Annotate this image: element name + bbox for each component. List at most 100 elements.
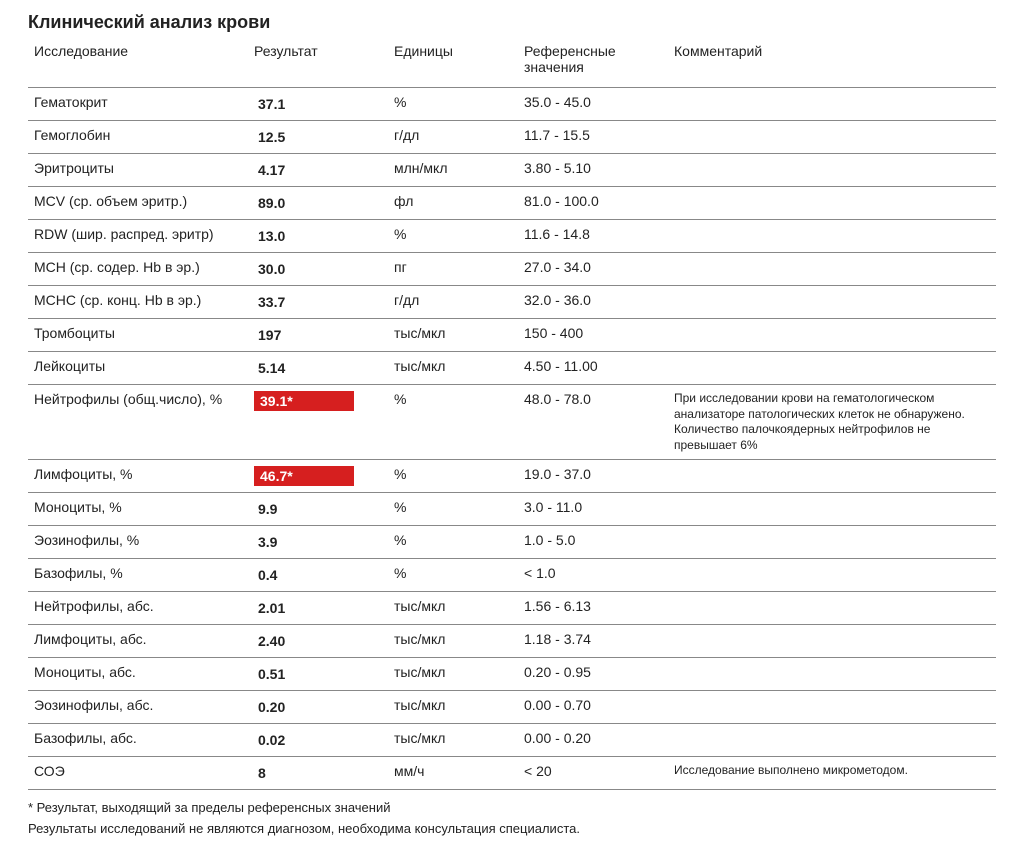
cell-comment bbox=[668, 460, 996, 493]
cell-units: тыс/мкл bbox=[388, 658, 518, 691]
result-value: 0.51 bbox=[254, 664, 354, 684]
cell-ref: < 20 bbox=[518, 757, 668, 790]
cell-result: 0.20 bbox=[248, 691, 388, 724]
cell-name: Гематокрит bbox=[28, 88, 248, 121]
footnote-asterisk: * Результат, выходящий за пределы рефере… bbox=[28, 800, 996, 815]
cell-name: MCH (ср. содер. Hb в эр.) bbox=[28, 253, 248, 286]
table-header-row: Исследование Результат Единицы Референсн… bbox=[28, 39, 996, 88]
cell-name: Эозинофилы, % bbox=[28, 526, 248, 559]
result-value: 33.7 bbox=[254, 292, 354, 312]
cell-comment bbox=[668, 625, 996, 658]
cell-comment bbox=[668, 493, 996, 526]
cell-ref: 1.0 - 5.0 bbox=[518, 526, 668, 559]
cell-result: 39.1* bbox=[248, 385, 388, 460]
table-row: Моноциты, % 9.9%3.0 - 11.0 bbox=[28, 493, 996, 526]
cell-name: Моноциты, % bbox=[28, 493, 248, 526]
cell-comment bbox=[668, 220, 996, 253]
col-comment: Комментарий bbox=[668, 39, 996, 88]
cell-ref: 11.7 - 15.5 bbox=[518, 121, 668, 154]
cell-comment bbox=[668, 88, 996, 121]
table-row: Лейкоциты5.14тыс/мкл4.50 - 11.00 bbox=[28, 352, 996, 385]
table-row: Эозинофилы, %3.9%1.0 - 5.0 bbox=[28, 526, 996, 559]
table-row: MCH (ср. содер. Hb в эр.)30.0пг27.0 - 34… bbox=[28, 253, 996, 286]
table-row: Гематокрит37.1%35.0 - 45.0 bbox=[28, 88, 996, 121]
cell-comment bbox=[668, 286, 996, 319]
cell-result: 37.1 bbox=[248, 88, 388, 121]
table-row: MCV (ср. объем эритр.)89.0фл81.0 - 100.0 bbox=[28, 187, 996, 220]
cell-ref: 1.18 - 3.74 bbox=[518, 625, 668, 658]
cell-ref: 48.0 - 78.0 bbox=[518, 385, 668, 460]
result-value: 12.5 bbox=[254, 127, 354, 147]
cell-result: 89.0 bbox=[248, 187, 388, 220]
cell-ref: 1.56 - 6.13 bbox=[518, 592, 668, 625]
result-value: 197 bbox=[254, 325, 354, 345]
cell-units: % bbox=[388, 460, 518, 493]
cell-result: 12.5 bbox=[248, 121, 388, 154]
cell-ref: 0.00 - 0.20 bbox=[518, 724, 668, 757]
result-value: 9.9 bbox=[254, 499, 354, 519]
cell-comment bbox=[668, 154, 996, 187]
col-ref: Референсные значения bbox=[518, 39, 668, 88]
cell-ref: 3.0 - 11.0 bbox=[518, 493, 668, 526]
cell-result: 4.17 bbox=[248, 154, 388, 187]
cell-name: Лимфоциты, % bbox=[28, 460, 248, 493]
cell-name: RDW (шир. распред. эритр) bbox=[28, 220, 248, 253]
table-row: MCHC (ср. конц. Hb в эр.)33.7г/дл32.0 - … bbox=[28, 286, 996, 319]
result-value: 5.14 bbox=[254, 358, 354, 378]
cell-ref: 0.00 - 0.70 bbox=[518, 691, 668, 724]
cell-units: тыс/мкл bbox=[388, 352, 518, 385]
cell-comment bbox=[668, 121, 996, 154]
cell-result: 2.01 bbox=[248, 592, 388, 625]
cell-comment bbox=[668, 319, 996, 352]
cell-comment: При исследовании крови на гематологическ… bbox=[668, 385, 996, 460]
cell-units: пг bbox=[388, 253, 518, 286]
cell-comment bbox=[668, 691, 996, 724]
cell-result: 9.9 bbox=[248, 493, 388, 526]
table-row: Гемоглобин 12.5 г/дл11.7 - 15.5 bbox=[28, 121, 996, 154]
table-row: Базофилы, %0.4%< 1.0 bbox=[28, 559, 996, 592]
cell-units: г/дл bbox=[388, 286, 518, 319]
table-row: RDW (шир. распред. эритр)13.0%11.6 - 14.… bbox=[28, 220, 996, 253]
cell-result: 0.51 bbox=[248, 658, 388, 691]
result-value: 2.01 bbox=[254, 598, 354, 618]
cell-name: Лейкоциты bbox=[28, 352, 248, 385]
cell-name: СОЭ bbox=[28, 757, 248, 790]
cell-ref: 0.20 - 0.95 bbox=[518, 658, 668, 691]
cell-name: Базофилы, % bbox=[28, 559, 248, 592]
cell-result: 30.0 bbox=[248, 253, 388, 286]
cell-name: Гемоглобин bbox=[28, 121, 248, 154]
cell-result: 13.0 bbox=[248, 220, 388, 253]
cell-ref: 3.80 - 5.10 bbox=[518, 154, 668, 187]
cell-units: тыс/мкл bbox=[388, 625, 518, 658]
cell-ref: < 1.0 bbox=[518, 559, 668, 592]
cell-units: % bbox=[388, 88, 518, 121]
cell-comment bbox=[668, 352, 996, 385]
cell-units: % bbox=[388, 526, 518, 559]
cell-result: 5.14 bbox=[248, 352, 388, 385]
cell-comment bbox=[668, 592, 996, 625]
cell-comment bbox=[668, 526, 996, 559]
cell-ref: 11.6 - 14.8 bbox=[518, 220, 668, 253]
cell-ref: 81.0 - 100.0 bbox=[518, 187, 668, 220]
cell-units: % bbox=[388, 385, 518, 460]
footnote-disclaimer: Результаты исследований не являются диаг… bbox=[28, 821, 996, 836]
cell-units: тыс/мкл bbox=[388, 691, 518, 724]
cell-ref: 19.0 - 37.0 bbox=[518, 460, 668, 493]
result-value: 89.0 bbox=[254, 193, 354, 213]
cell-units: тыс/мкл bbox=[388, 319, 518, 352]
cell-units: мм/ч bbox=[388, 757, 518, 790]
cell-name: MCHC (ср. конц. Hb в эр.) bbox=[28, 286, 248, 319]
cell-units: г/дл bbox=[388, 121, 518, 154]
cell-name: Нейтрофилы, абс. bbox=[28, 592, 248, 625]
cell-comment: Исследование выполнено микрометодом. bbox=[668, 757, 996, 790]
result-value: 8 bbox=[254, 763, 354, 783]
cell-units: % bbox=[388, 493, 518, 526]
cell-name: Эритроциты bbox=[28, 154, 248, 187]
cell-name: Базофилы, абс. bbox=[28, 724, 248, 757]
cell-ref: 35.0 - 45.0 bbox=[518, 88, 668, 121]
result-value: 0.4 bbox=[254, 565, 354, 585]
table-row: Эритроциты4.17млн/мкл3.80 - 5.10 bbox=[28, 154, 996, 187]
cell-name: Тромбоциты bbox=[28, 319, 248, 352]
result-value: 13.0 bbox=[254, 226, 354, 246]
result-value: 0.02 bbox=[254, 730, 354, 750]
